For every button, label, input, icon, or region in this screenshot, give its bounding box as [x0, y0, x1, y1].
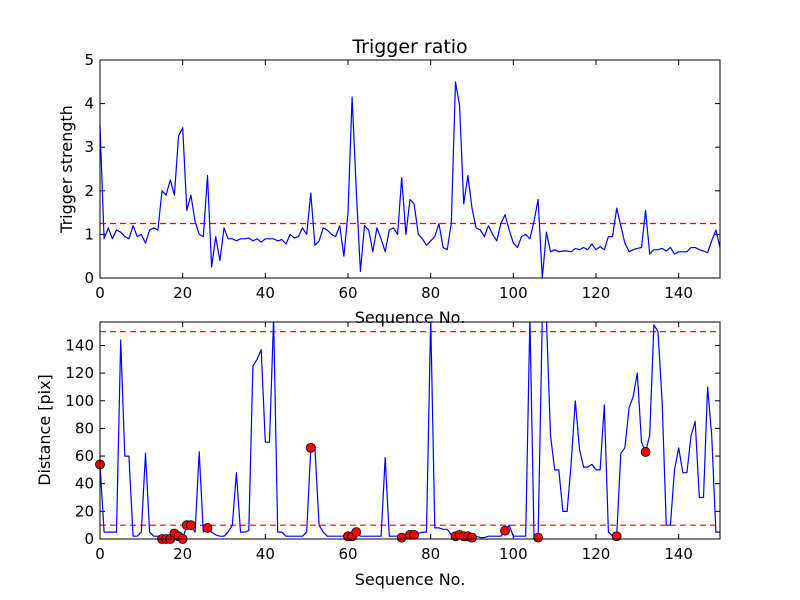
top-x-tick-label: 140 — [664, 284, 693, 302]
bottom-y-tick-label: 140 — [65, 336, 94, 354]
top-y-tick-label: 1 — [84, 225, 94, 243]
top-chart-title: Trigger ratio — [351, 36, 467, 58]
top-y-axis-label: Trigger strength — [57, 105, 76, 234]
bottom-x-tick-label: 140 — [664, 545, 693, 563]
top-y-tick-label: 4 — [84, 95, 94, 113]
bottom-y-axis-label: Distance [pix] — [35, 374, 54, 486]
outlier-marker — [611, 531, 622, 542]
outlier-marker — [533, 532, 544, 543]
bottom-x-tick-label: 80 — [421, 545, 440, 563]
bottom-x-tick-label: 40 — [256, 545, 275, 563]
top-x-tick-label: 100 — [499, 284, 528, 302]
top-axes-frame — [99, 59, 721, 279]
bottom-y-tick-label: 80 — [75, 419, 94, 437]
outlier-marker — [500, 525, 510, 536]
bottom-y-tick-label: 40 — [75, 475, 94, 493]
bottom-ticks: 0 20 40 60 80 100 120 140 0 20 40 60 80 100 120 140 — [65, 322, 720, 563]
bottom-y-tick-label: 120 — [65, 364, 94, 382]
outlier-marker — [409, 529, 420, 540]
bottom-subplot: 0 20 40 60 80 100 120 140 0 20 40 60 80 100 120 140 Seq… — [35, 321, 721, 589]
top-subplot: Trigger ratio 0 20 40 60 80 100 120 140 0 1 2 3 4 5 S… — [57, 36, 721, 327]
top-y-tick-label: 5 — [84, 51, 94, 69]
bottom-y-tick-label: 100 — [65, 392, 94, 410]
outlier-marker — [202, 523, 213, 533]
top-series-line — [99, 81, 721, 279]
top-ticks: 0 20 40 60 80 100 120 140 0 1 2 3 4 5 — [84, 51, 720, 302]
top-x-tick-label: 20 — [173, 284, 192, 302]
top-x-tick-label: 120 — [582, 284, 611, 302]
top-y-tick-label: 3 — [84, 138, 94, 156]
outlier-marker — [186, 520, 196, 531]
outlier-marker — [467, 532, 477, 543]
bottom-x-tick-label: 60 — [338, 545, 357, 563]
outlier-marker — [305, 442, 316, 453]
top-y-tick-label: 2 — [84, 182, 94, 200]
bottom-x-tick-label: 0 — [95, 545, 105, 563]
bottom-x-tick-label: 120 — [582, 545, 611, 563]
top-x-tick-label: 60 — [338, 284, 357, 302]
bottom-x-axis-label: Sequence No. — [355, 570, 466, 589]
outlier-marker — [640, 447, 651, 457]
outlier-marker — [396, 532, 407, 543]
bottom-y-tick-label: 20 — [75, 502, 94, 520]
outlier-marker — [351, 527, 362, 537]
bottom-x-tick-label: 100 — [499, 545, 528, 563]
top-x-tick-label: 80 — [421, 284, 440, 302]
top-x-axis-label: Sequence No. — [355, 308, 466, 327]
bottom-y-tick-label: 0 — [84, 530, 94, 548]
bottom-x-tick-label: 20 — [173, 545, 192, 563]
top-x-tick-label: 0 — [95, 284, 105, 302]
top-y-tick-label: 0 — [84, 269, 94, 287]
top-series-0 — [99, 81, 721, 279]
top-x-tick-label: 40 — [256, 284, 275, 302]
bottom-y-tick-label: 60 — [75, 447, 94, 465]
bottom-axes-frame — [99, 321, 721, 540]
